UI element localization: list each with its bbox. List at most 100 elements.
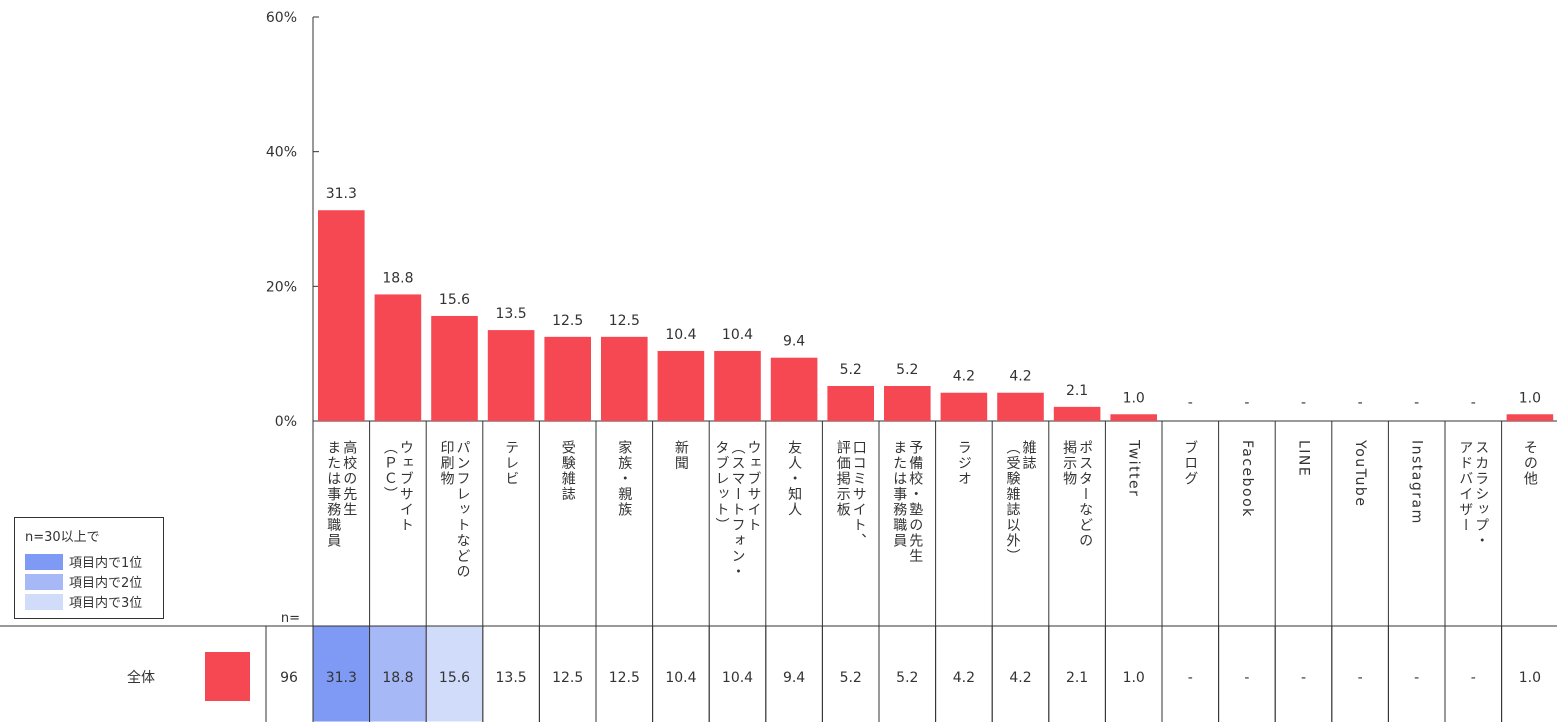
category-label: LINE	[1296, 440, 1312, 477]
table-value: 4.2	[1009, 670, 1031, 686]
bar	[1110, 414, 1157, 421]
bar-value-label: 5.2	[840, 362, 862, 378]
bar	[884, 385, 931, 421]
category-label: または事務職員	[891, 440, 907, 549]
bar-value-label: 12.5	[552, 313, 583, 329]
bar-value-label: 4.2	[953, 369, 975, 385]
table-value: 13.5	[496, 670, 527, 686]
legend-item-rank2: 項目内で2位	[25, 572, 142, 591]
bar-value-label: -	[1188, 395, 1193, 411]
category-label: スカラシップ・	[1473, 440, 1489, 549]
bar	[601, 336, 648, 421]
table-value: 15.6	[439, 670, 470, 686]
bar-value-label: 2.1	[1066, 383, 1088, 399]
rank-highlight-cell	[426, 626, 483, 722]
table-value: 2.1	[1066, 670, 1088, 686]
table-value: 10.4	[665, 670, 696, 686]
category-label: 印刷物	[439, 440, 455, 487]
category-label: 家族・親族	[616, 439, 632, 517]
bar-value-label: 10.4	[722, 327, 753, 343]
bar-value-label: -	[1244, 395, 1249, 411]
category-label: 雑誌	[1021, 440, 1037, 471]
rank-legend: n=30以上で 項目内で1位 項目内で2位 項目内で3位	[14, 517, 164, 619]
bar-value-label: 1.0	[1519, 390, 1541, 406]
category-label: 評価掲示板	[835, 440, 851, 518]
table-value: 5.2	[840, 670, 862, 686]
legend-item-rank1: 項目内で1位	[25, 552, 142, 571]
y-tick-label: 60%	[266, 10, 297, 26]
table-value: -	[1414, 670, 1419, 686]
bar	[1506, 414, 1554, 421]
bar-value-label: 12.5	[609, 313, 640, 329]
bar-value-label: -	[1358, 395, 1363, 411]
category-label: ウェブサイト	[746, 440, 762, 533]
category-label: ウェブサイト	[398, 440, 414, 533]
y-tick-label: 40%	[266, 145, 297, 161]
y-tick-label: 20%	[266, 279, 297, 295]
category-label: 高校の先生	[341, 439, 357, 517]
legend-swatch-rank3	[25, 593, 63, 610]
bar	[940, 392, 988, 421]
category-label: 新聞	[673, 440, 689, 471]
category-label: ポスターなどの	[1077, 440, 1093, 549]
bar-value-label: -	[1301, 395, 1306, 411]
bar-value-label: 31.3	[326, 186, 357, 202]
table-value: 1.0	[1123, 670, 1145, 686]
category-label: YouTube	[1352, 439, 1368, 507]
bar	[714, 350, 761, 421]
bar-value-label: 18.8	[382, 270, 413, 286]
legend-item-rank3: 項目内で3位	[25, 592, 142, 611]
bar	[374, 294, 422, 421]
category-label: Twitter	[1126, 439, 1142, 497]
legend-swatch-rank2	[25, 573, 63, 590]
bar	[770, 357, 818, 421]
bar-value-label: -	[1414, 395, 1419, 411]
table-value: -	[1244, 670, 1249, 686]
rank-highlight-cell	[370, 626, 426, 722]
bar	[1053, 406, 1101, 421]
category-label: 受験雑誌	[560, 440, 576, 502]
category-label: Instagram	[1409, 440, 1425, 525]
category-label: （スマートフォン・	[730, 440, 746, 580]
table-value: 4.2	[953, 670, 975, 686]
bar-value-label: 4.2	[1009, 369, 1031, 385]
category-label: アドバイザー	[1457, 440, 1473, 533]
table-value: -	[1301, 670, 1306, 686]
category-label: タブレット）	[714, 440, 730, 533]
y-tick-label: 0%	[275, 414, 297, 430]
category-label: その他	[1522, 440, 1538, 487]
category-label: または事務職員	[325, 440, 341, 549]
bar	[487, 330, 535, 421]
bar-value-label: 15.6	[439, 292, 470, 308]
n-header-label: n=	[281, 611, 300, 626]
table-value: 5.2	[896, 670, 918, 686]
bar-value-label: 1.0	[1123, 390, 1145, 406]
table-value: 18.8	[382, 670, 413, 686]
category-label: Facebook	[1239, 440, 1255, 518]
bar	[544, 336, 591, 421]
bar	[318, 210, 365, 421]
table-value: 9.4	[783, 670, 805, 686]
category-label: ラジオ	[956, 440, 972, 487]
bar	[657, 350, 705, 421]
bar-value-label: 9.4	[783, 334, 805, 350]
bar-value-label: 13.5	[496, 306, 527, 322]
category-label: ブログ	[1182, 440, 1198, 487]
category-label: 掲示物	[1061, 440, 1077, 487]
series-name: 全体	[127, 669, 155, 686]
table-value: -	[1188, 670, 1193, 686]
table-value: 31.3	[326, 670, 357, 686]
bar	[431, 315, 478, 421]
category-label: パンフレットなどの	[455, 440, 471, 580]
category-label: 予備校・塾の先生	[907, 440, 923, 564]
bar-value-label: 5.2	[896, 362, 918, 378]
rank-highlight-cell	[313, 626, 370, 722]
bar-value-label: -	[1471, 395, 1476, 411]
category-label: テレビ	[503, 440, 519, 487]
table-value: -	[1358, 670, 1363, 686]
category-label: （受験雑誌以外）	[1005, 440, 1021, 564]
table-value: 1.0	[1519, 670, 1541, 686]
n-value: 96	[280, 670, 298, 686]
category-label: （ＰＣ）	[382, 440, 398, 502]
